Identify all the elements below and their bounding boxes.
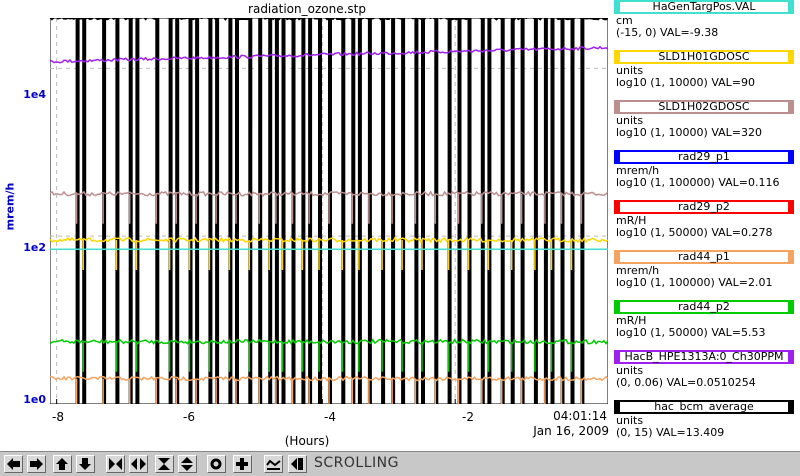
exit-button[interactable] [288,455,307,473]
legend-units: units [616,364,644,377]
legend-name[interactable]: HacB_HPE1313A:0_Ch30PPM [614,350,794,364]
legend-units: units [616,414,644,427]
center-button[interactable] [207,455,226,473]
legend-item[interactable]: rad44_p1 mrem/h log10 (1, 100000) VAL=2.… [612,250,800,300]
zoom-out-y-icon [181,457,193,471]
legend-range: log10 (1, 10000) VAL=90 [616,76,756,89]
scroll-up-button[interactable] [53,455,72,473]
series-sld1h02gdosc [50,190,608,224]
legend-item[interactable]: SLD1H01GDOSC units log10 (1, 10000) VAL=… [612,50,800,100]
legend-item[interactable]: rad29_p2 mR/H log10 (1, 50000) VAL=0.278 [612,200,800,250]
plot-area[interactable] [50,18,608,404]
legend-name[interactable]: rad29_p1 [614,150,794,164]
legend-range: log10 (1, 50000) VAL=0.278 [616,226,773,239]
add-button[interactable] [233,455,252,473]
plus-icon [236,458,248,470]
legend-range: (-15, 0) VAL=-9.38 [616,26,719,39]
legend-range: (0, 15) VAL=13.409 [616,426,725,439]
series-layer [50,18,608,404]
legend-name[interactable]: hac_bcm_average [614,400,794,414]
zoom-in-y-button[interactable] [155,455,174,473]
legend-item[interactable]: HaGenTargPos.VAL cm (-15, 0) VAL=-9.38 [612,0,800,50]
toolbar: SCROLLING [0,451,800,476]
zoom-in-x-button[interactable] [106,455,125,473]
legend-range: log10 (1, 10000) VAL=320 [616,126,763,139]
scroll-left-button[interactable] [4,455,23,473]
legend-units: mrem/h [616,164,660,177]
legend-item[interactable]: hac_bcm_average units (0, 15) VAL=13.409 [612,400,800,450]
series-hacb-hpe1313a-0-ch30ppm [50,45,608,64]
y-axis-label: mrem/h [3,182,17,231]
y-tick-1e4: 1e4 [23,88,46,101]
x-tick--4: -4 [324,410,336,424]
date-readout: Jan 16, 2009 [533,424,609,438]
zoom-out-y-button[interactable] [178,455,197,473]
legend-name[interactable]: SLD1H02GDOSC [614,100,794,114]
legend-range: log10 (1, 50000) VAL=5.53 [616,326,766,339]
zoom-out-x-button[interactable] [129,455,148,473]
legend-units: mR/H [616,314,647,327]
graph-icon [266,459,281,470]
y-tick-1e0: 1e0 [23,393,46,406]
series-rad44-p2 [50,338,608,372]
legend-name[interactable]: SLD1H01GDOSC [614,50,794,64]
arrow-down-icon [79,458,91,470]
legend-name[interactable]: rad44_p1 [614,250,794,264]
series-rad44-p1 [50,375,608,404]
series-line [50,236,608,270]
x-ticks [56,399,456,404]
scroll-down-button[interactable] [76,455,95,473]
zoom-in-x-icon [109,458,122,470]
y-tick-1e2: 1e2 [23,241,46,254]
x-axis-label: (Hours) [284,434,330,448]
legend: HaGenTargPos.VAL cm (-15, 0) VAL=-9.38 S… [612,0,800,450]
legend-name[interactable]: rad29_p2 [614,200,794,214]
arrow-left-icon [7,458,20,470]
legend-units: cm [616,14,633,27]
legend-range: (0, 0.06) VAL=0.0510254 [616,376,756,389]
series-sld1h01gdosc [50,236,608,270]
circle-icon [210,458,222,470]
series-line [50,45,608,64]
graph-button[interactable] [264,455,283,473]
legend-name[interactable]: rad44_p2 [614,300,794,314]
scroll-right-button[interactable] [27,455,46,473]
zoom-out-x-icon [131,458,146,470]
series-line [50,338,608,372]
chart-title: radiation_ozone.stp [248,2,366,16]
legend-name[interactable]: HaGenTargPos.VAL [614,0,794,14]
legend-units: units [616,64,644,77]
arrow-right-icon [30,458,43,470]
x-tick--2: -2 [462,410,474,424]
arrow-up-icon [56,458,68,470]
time-readout: 04:01:14 [553,409,607,423]
zoom-in-y-icon [158,458,170,470]
legend-range: log10 (1, 100000) VAL=2.01 [616,276,773,289]
scroll-status: SCROLLING [314,455,399,471]
legend-item[interactable]: SLD1H02GDOSC units log10 (1, 10000) VAL=… [612,100,800,150]
exit-icon [291,458,303,470]
x-tick--6: -6 [183,410,195,424]
legend-item[interactable]: HacB_HPE1313A:0_Ch30PPM units (0, 0.06) … [612,350,800,400]
x-tick--8: -8 [52,410,64,424]
legend-units: mR/H [616,214,647,227]
legend-item[interactable]: rad29_p1 mrem/h log10 (1, 100000) VAL=0.… [612,150,800,200]
legend-range: log10 (1, 100000) VAL=0.116 [616,176,780,189]
series-line [50,375,608,404]
legend-units: mrem/h [616,264,660,277]
series-line [50,190,608,224]
legend-units: units [616,114,644,127]
legend-item[interactable]: rad44_p2 mR/H log10 (1, 50000) VAL=5.53 [612,300,800,350]
